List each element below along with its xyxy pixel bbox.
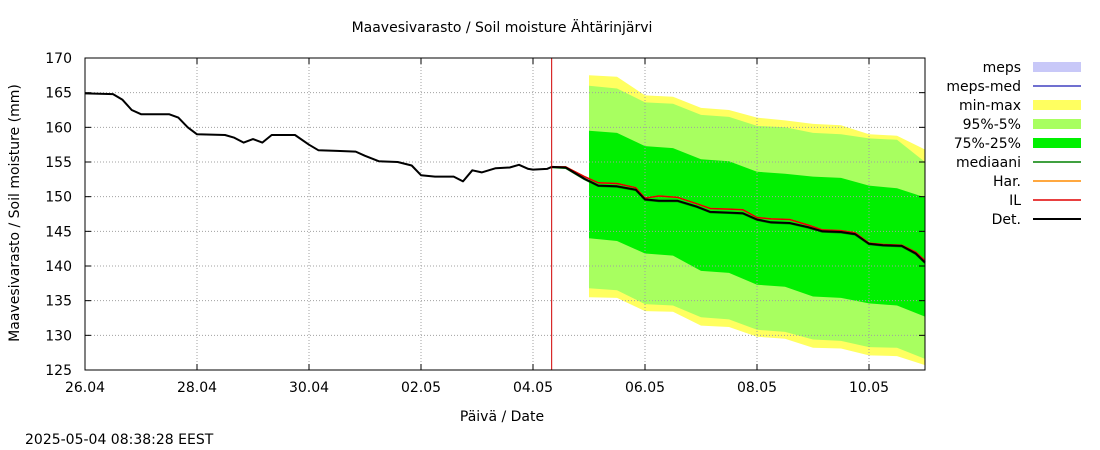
- x-tick-label: 28.04: [177, 380, 217, 396]
- legend-label-min-max: min-max: [959, 98, 1021, 114]
- timestamp: 2025-05-04 08:38:28 EEST: [25, 432, 214, 448]
- x-tick-label: 04.05: [513, 380, 553, 396]
- plot-frame: [84, 57, 926, 371]
- x-tick-label: 26.04: [65, 380, 105, 396]
- legend-label-p95-5: 95%-5%: [963, 117, 1021, 133]
- legend-label-meps: meps: [983, 60, 1021, 76]
- legend-label-har: Har.: [993, 174, 1021, 190]
- y-axis-label: Maavesivarasto / Soil moisture (mm): [7, 84, 23, 342]
- series-line-det: [84, 92, 926, 264]
- legend-swatch-p75-25: [1033, 138, 1081, 148]
- x-tick-label: 06.05: [625, 380, 665, 396]
- y-tick-label: 150: [45, 190, 72, 206]
- y-tick-label: 135: [45, 294, 72, 310]
- y-tick-label: 165: [45, 86, 72, 102]
- y-tick-label: 130: [45, 328, 72, 344]
- legend-label-p75-25: 75%-25%: [954, 136, 1021, 152]
- x-tick-label: 08.05: [737, 380, 777, 396]
- chart-title: Maavesivarasto / Soil moisture Ähtärinjä…: [352, 18, 653, 36]
- x-tick-label: 10.05: [849, 380, 889, 396]
- y-tick-label: 125: [45, 363, 72, 379]
- y-tick-label: 170: [45, 51, 72, 67]
- legend-label-meps-med: meps-med: [946, 79, 1021, 95]
- legend-label-il: IL: [1009, 193, 1021, 209]
- y-axis-ticks: 125 130 135 140 145 150 155 160 165 170: [45, 51, 925, 379]
- x-tick-label: 02.05: [401, 380, 441, 396]
- legend-swatch-min-max: [1033, 100, 1081, 110]
- legend-label-det: Det.: [992, 212, 1021, 228]
- legend: meps meps-med min-max 95%-5% 75%-25% mediaani…: [946, 60, 1081, 228]
- series-lines: [84, 92, 926, 264]
- y-tick-label: 145: [45, 224, 72, 240]
- y-tick-label: 160: [45, 120, 72, 136]
- legend-label-mediaani: mediaani: [956, 155, 1021, 171]
- forecast-bands: [589, 75, 925, 366]
- legend-swatch-p95-5: [1033, 119, 1081, 129]
- x-tick-label: 30.04: [289, 380, 329, 396]
- legend-swatch-meps: [1033, 62, 1081, 72]
- y-tick-label: 155: [45, 155, 72, 171]
- x-axis-ticks: 26.04 28.04 30.04 02.05 04.05 06.05 08.05 10.05: [65, 58, 889, 396]
- y-tick-label: 140: [45, 259, 72, 275]
- grid-lines: [85, 58, 925, 370]
- x-axis-label: Päivä / Date: [460, 409, 544, 425]
